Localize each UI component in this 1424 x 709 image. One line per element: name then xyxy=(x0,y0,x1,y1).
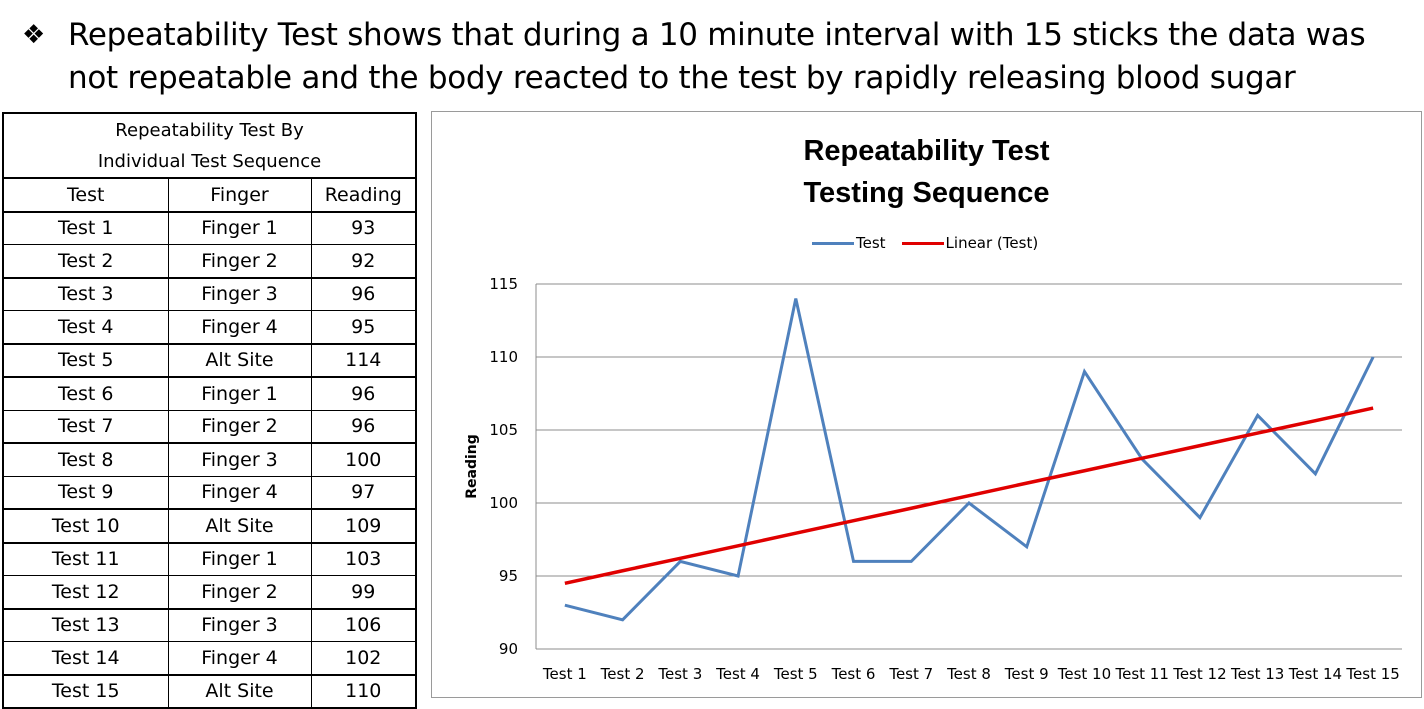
cell-test: Test 13 xyxy=(3,609,168,642)
line-chart: 90 95 100 105 110 115 Test 1 Test 2 Test 3 Test 4… xyxy=(432,112,1421,697)
cell-finger: Finger 2 xyxy=(168,410,311,443)
headline-text: Repeatability Test shows that during a 1… xyxy=(68,14,1412,100)
cell-finger: Alt Site xyxy=(168,344,311,378)
cell-reading: 97 xyxy=(311,476,416,509)
column-header-finger: Finger xyxy=(168,178,311,212)
headline: ❖ Repeatability Test shows that during a… xyxy=(22,14,1412,100)
cell-reading: 99 xyxy=(311,576,416,609)
cell-finger: Finger 4 xyxy=(168,642,311,675)
x-tick-label: Test 12 xyxy=(1172,665,1226,683)
cell-reading: 114 xyxy=(311,344,416,378)
cell-finger: Finger 1 xyxy=(168,543,311,576)
x-tick-label: Test 5 xyxy=(773,665,818,683)
cell-finger: Finger 3 xyxy=(168,609,311,642)
y-tick-label: 100 xyxy=(489,494,518,512)
column-header-reading: Reading xyxy=(311,178,416,212)
cell-reading: 92 xyxy=(311,245,416,278)
x-tick-label: Test 10 xyxy=(1057,665,1111,683)
cell-test: Test 1 xyxy=(3,212,168,245)
cell-test: Test 5 xyxy=(3,344,168,378)
y-tick-label: 115 xyxy=(489,275,518,293)
cell-test: Test 6 xyxy=(3,377,168,410)
y-axis-label: Reading xyxy=(464,434,480,499)
cell-test: Test 11 xyxy=(3,543,168,576)
y-tick-label: 105 xyxy=(489,421,518,439)
cell-reading: 102 xyxy=(311,642,416,675)
cell-test: Test 9 xyxy=(3,476,168,509)
cell-test: Test 4 xyxy=(3,311,168,344)
cell-finger: Finger 1 xyxy=(168,212,311,245)
cell-reading: 96 xyxy=(311,377,416,410)
cell-test: Test 8 xyxy=(3,443,168,476)
x-tick-label: Test 14 xyxy=(1288,665,1342,683)
cell-reading: 110 xyxy=(311,675,416,709)
table-caption-line1: Repeatability Test By xyxy=(115,120,303,141)
cell-reading: 106 xyxy=(311,609,416,642)
chart-panel: Repeatability Test Testing Sequence Test… xyxy=(431,111,1422,698)
x-tick-label: Test 8 xyxy=(946,665,991,683)
cell-finger: Finger 3 xyxy=(168,443,311,476)
cell-finger: Finger 4 xyxy=(168,476,311,509)
cell-test: Test 7 xyxy=(3,410,168,443)
cell-reading: 100 xyxy=(311,443,416,476)
cell-finger: Alt Site xyxy=(168,675,311,709)
y-tick-label: 90 xyxy=(499,640,518,658)
data-table: Repeatability Test By Individual Test Se… xyxy=(2,112,417,709)
x-tick-label: Test 7 xyxy=(888,665,933,683)
cell-test: Test 15 xyxy=(3,675,168,709)
diamond-bullet-icon: ❖ xyxy=(22,14,52,57)
cell-test: Test 10 xyxy=(3,509,168,543)
reading-table: Repeatability Test By Individual Test Se… xyxy=(2,112,415,698)
cell-reading: 96 xyxy=(311,278,416,311)
cell-test: Test 12 xyxy=(3,576,168,609)
y-tick-label: 110 xyxy=(489,348,518,366)
cell-finger: Finger 2 xyxy=(168,576,311,609)
x-tick-label: Test 3 xyxy=(657,665,702,683)
cell-test: Test 3 xyxy=(3,278,168,311)
cell-finger: Finger 2 xyxy=(168,245,311,278)
table-caption-line2: Individual Test Sequence xyxy=(98,151,321,172)
cell-reading: 109 xyxy=(311,509,416,543)
x-tick-label: Test 9 xyxy=(1004,665,1049,683)
column-header-test: Test xyxy=(3,178,168,212)
cell-reading: 96 xyxy=(311,410,416,443)
cell-reading: 93 xyxy=(311,212,416,245)
x-tick-label: Test 1 xyxy=(542,665,587,683)
x-tick-label: Test 2 xyxy=(600,665,645,683)
x-tick-label: Test 6 xyxy=(831,665,876,683)
x-tick-label: Test 4 xyxy=(715,665,760,683)
y-tick-label: 95 xyxy=(499,567,518,585)
cell-finger: Finger 1 xyxy=(168,377,311,410)
cell-reading: 103 xyxy=(311,543,416,576)
x-tick-label: Test 15 xyxy=(1345,665,1399,683)
cell-reading: 95 xyxy=(311,311,416,344)
cell-finger: Alt Site xyxy=(168,509,311,543)
cell-test: Test 14 xyxy=(3,642,168,675)
table-caption: Repeatability Test By Individual Test Se… xyxy=(3,113,416,178)
cell-finger: Finger 3 xyxy=(168,278,311,311)
cell-test: Test 2 xyxy=(3,245,168,278)
cell-finger: Finger 4 xyxy=(168,311,311,344)
series-line-test xyxy=(565,299,1373,620)
x-tick-label: Test 13 xyxy=(1230,665,1284,683)
x-tick-label: Test 11 xyxy=(1114,665,1168,683)
